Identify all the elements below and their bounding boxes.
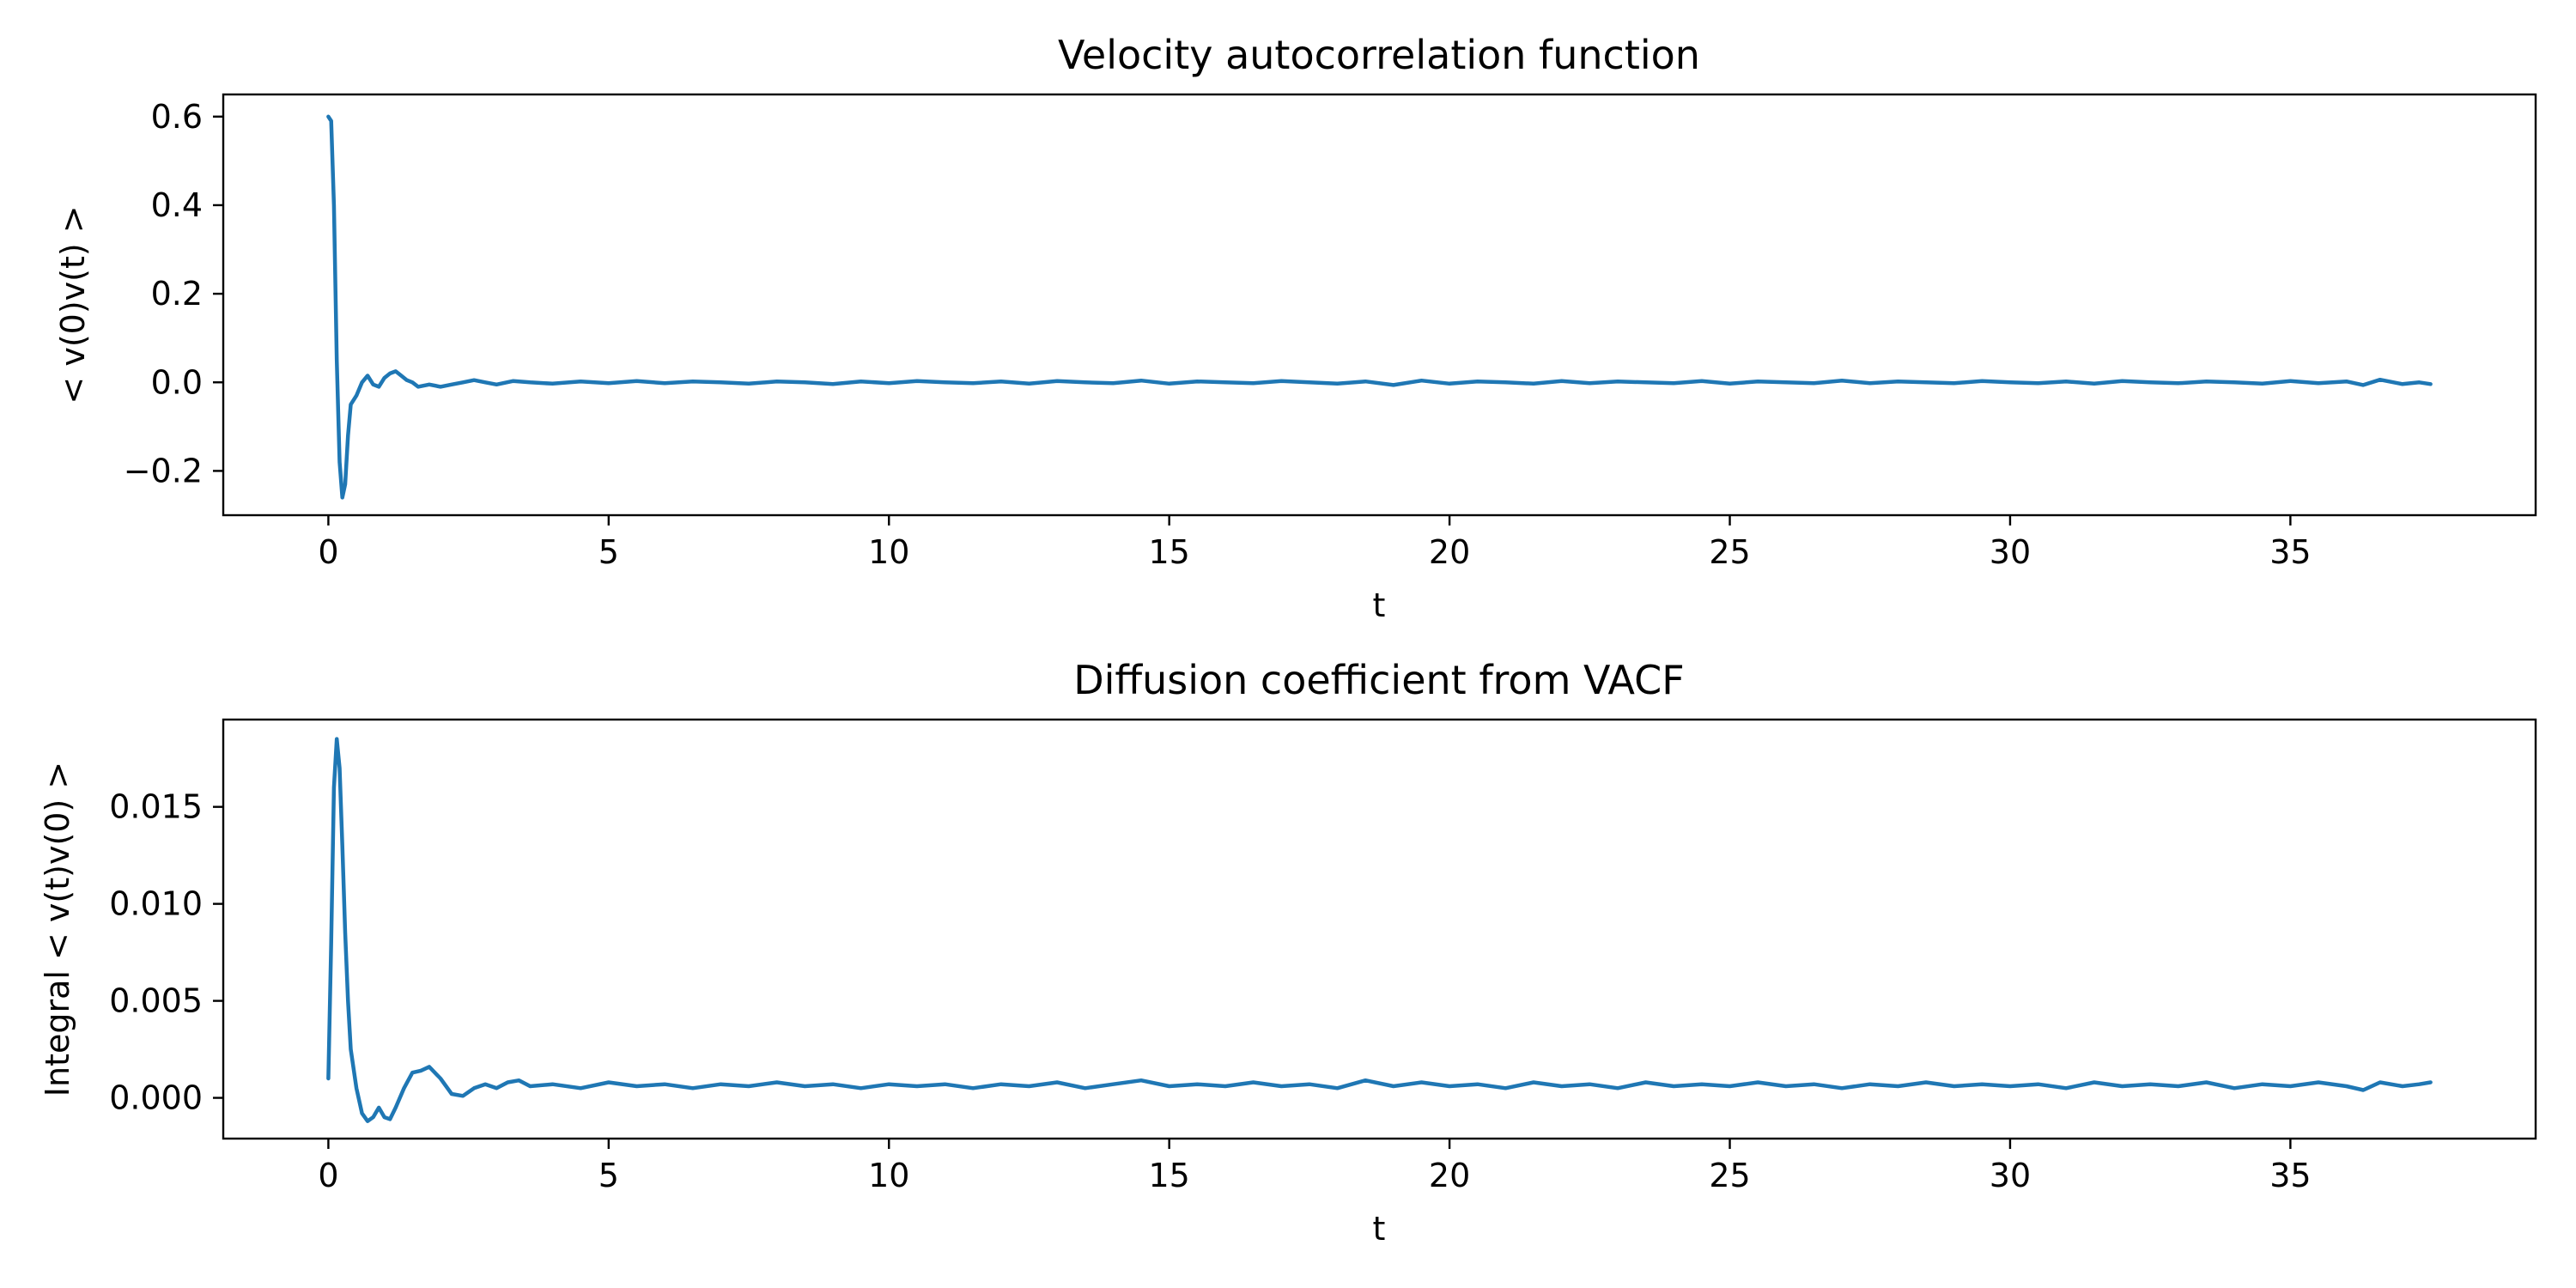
- vacf-x-tick-label: 35: [2269, 533, 2311, 571]
- vacf-axes-frame: [222, 93, 2537, 517]
- vacf-y-tick-label: 0.4: [151, 186, 203, 224]
- diffusion-x-axis-label: t: [1373, 1210, 1386, 1248]
- vacf-x-ticks: 0 5 10 15 20 25 30 35: [318, 515, 2312, 571]
- diffusion-y-axis-label: Integral < v(t)v(0) >: [39, 762, 76, 1097]
- vacf-x-tick-label: 0: [318, 533, 338, 571]
- vacf-x-tick-label: 30: [1990, 533, 2031, 571]
- vacf-panel: Velocity autocorrelation function −0.2 0.…: [54, 32, 2537, 624]
- diffusion-x-tick-label: 10: [868, 1157, 909, 1194]
- vacf-line: [326, 114, 2433, 500]
- vacf-x-axis-label: t: [1373, 586, 1386, 624]
- diffusion-panel: Diffusion coefficient from VACF 0.0000.0…: [39, 657, 2537, 1248]
- diffusion-y-tick-label: 0.010: [109, 885, 203, 923]
- vacf-title: Velocity autocorrelation function: [1058, 32, 1700, 78]
- vacf-y-tick-label: −0.2: [124, 452, 203, 489]
- diffusion-y-ticks: 0.000 0.005 0.010 0.015: [109, 788, 223, 1117]
- vacf-y-ticks: −0.2 0.0 0.2 0.4 0.6: [124, 98, 223, 489]
- vacf-x-tick-label: 5: [598, 533, 619, 571]
- vacf-y-tick-label: 0.0: [151, 363, 203, 401]
- diffusion-title: Diffusion coefficient from VACF: [1073, 657, 1685, 703]
- vacf-x-tick-label: 15: [1149, 533, 1190, 571]
- diffusion-x-tick-label: 15: [1149, 1157, 1190, 1194]
- vacf-y-axis-label: < v(0)v(t) >: [54, 205, 92, 404]
- vacf-y-tick-label: 0.2: [151, 275, 203, 313]
- diffusion-line: [326, 737, 2433, 1123]
- diffusion-x-tick-label: 25: [1709, 1157, 1750, 1194]
- vacf-x-tick-label: 20: [1429, 533, 1470, 571]
- diffusion-y-tick-label: 0.015: [109, 788, 203, 826]
- diffusion-y-tick-label: 0.000: [109, 1079, 203, 1117]
- vacf-x-tick-label: 10: [868, 533, 909, 571]
- diffusion-x-tick-label: 20: [1429, 1157, 1470, 1194]
- diffusion-x-ticks: 0 5 10 15 20 25 30 35: [318, 1139, 2312, 1194]
- vacf-y-tick-label: 0.6: [151, 98, 203, 136]
- diffusion-x-tick-label: 30: [1990, 1157, 2031, 1194]
- diffusion-x-tick-label: 5: [598, 1157, 619, 1194]
- diffusion-x-tick-label: 35: [2269, 1157, 2311, 1194]
- diffusion-x-tick-label: 0: [318, 1157, 338, 1194]
- vacf-x-tick-label: 25: [1709, 533, 1750, 571]
- diffusion-y-tick-label: 0.005: [109, 982, 203, 1020]
- diffusion-axes-frame: [222, 718, 2537, 1140]
